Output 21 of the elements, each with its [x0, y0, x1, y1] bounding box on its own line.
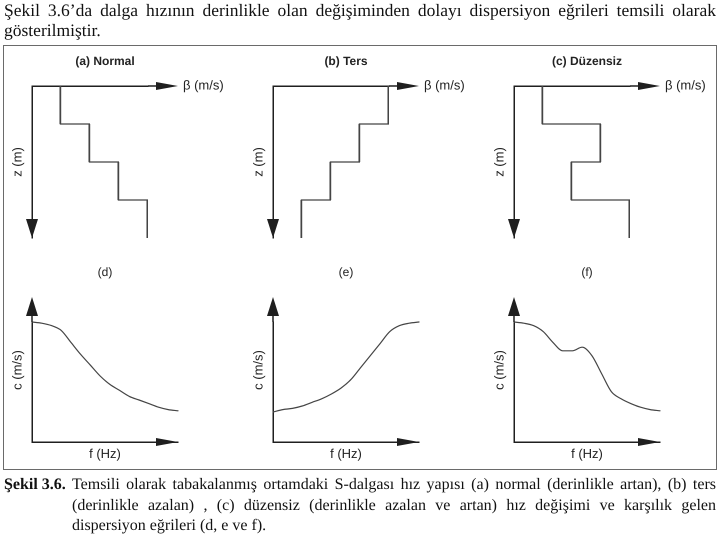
y-axis-title: z (m)	[10, 147, 26, 177]
text: Şekil 3.6.	[4, 475, 66, 495]
chart-title: (b) Ters	[324, 54, 368, 69]
chart-title: (d)	[98, 265, 112, 280]
y-axis-title: z (m)	[492, 147, 508, 177]
x-axis-title: f (Hz)	[330, 446, 362, 462]
chart-title: (a) Normal	[75, 54, 135, 69]
chart-title: (f)	[581, 265, 593, 280]
x-axis-title: f (Hz)	[571, 446, 603, 462]
y-axis-title: z (m)	[250, 147, 266, 177]
x-axis-title: β (m/s)	[424, 78, 465, 94]
chart-title: (e)	[338, 265, 354, 280]
x-axis-title: f (Hz)	[89, 446, 121, 462]
y-axis-title: c (m/s)	[10, 350, 26, 390]
y-axis-title: c (m/s)	[492, 350, 508, 390]
x-axis-title: β (m/s)	[183, 78, 224, 94]
text: Şekil 3.6’da dalga hızının derinlikle olan değişiminden dolayı dispersiyon eğrileri temsili olarak gösterilmiştir.	[4, 0, 716, 40]
text: Temsili olarak tabakalanmış ortamdaki S-dalgası hız yapısı (a) normal (derinlikle artan), (b) ters (derinlikle azalan) , (c) düzensiz (derinlikle azalan ve artan) hız değişimi ve karşılık gelen dispersiyon eğrileri (d, e ve f).	[72, 475, 716, 536]
chart-title: (c) Düzensiz	[552, 54, 622, 69]
y-axis-title: c (m/s)	[250, 350, 266, 390]
x-axis-title: β (m/s)	[665, 78, 706, 94]
